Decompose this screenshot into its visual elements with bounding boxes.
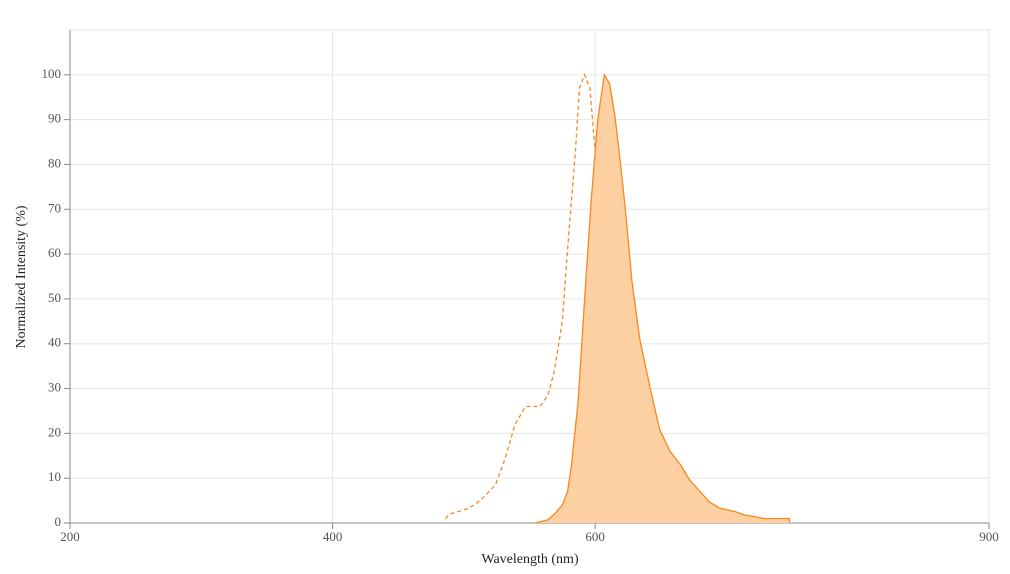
emission-area bbox=[534, 72, 791, 524]
y-tick-label: 80 bbox=[48, 155, 61, 170]
y-tick-label: 100 bbox=[42, 66, 62, 81]
y-tick-label: 20 bbox=[48, 424, 61, 439]
x-tick-label: 600 bbox=[585, 529, 605, 544]
y-tick-label: 10 bbox=[48, 469, 61, 484]
y-tick-label: 50 bbox=[48, 290, 61, 305]
x-axis-label: Wavelength (nm) bbox=[481, 552, 579, 567]
y-axis-label: Normalized Intensity (%) bbox=[14, 205, 29, 348]
y-tick-label: 40 bbox=[48, 335, 61, 350]
y-tick-label: 30 bbox=[48, 380, 61, 395]
x-tick-label: 900 bbox=[979, 529, 999, 544]
y-tick-label: 90 bbox=[48, 111, 61, 126]
plot-frame bbox=[69, 29, 990, 524]
y-tick-label: 0 bbox=[55, 514, 62, 529]
x-tick-label: 400 bbox=[323, 529, 343, 544]
y-tick-label: 70 bbox=[48, 200, 61, 215]
y-tick-label: 60 bbox=[48, 245, 61, 260]
x-tick-label: 200 bbox=[60, 529, 80, 544]
